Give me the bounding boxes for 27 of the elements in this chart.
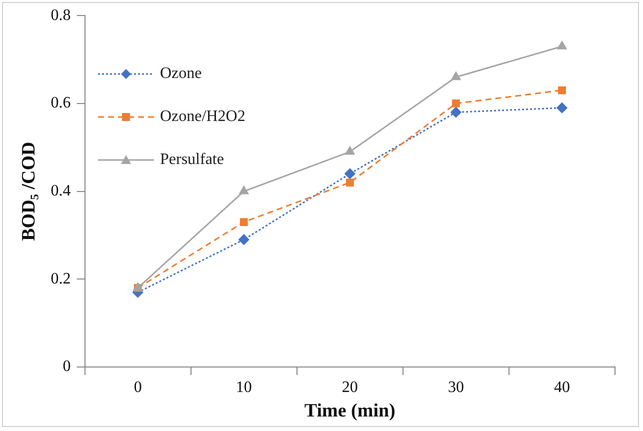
legend-label: Ozone (160, 64, 202, 82)
y-tick-label: 0 (62, 358, 71, 376)
point (557, 41, 567, 50)
x-tick-label: 0 (134, 378, 142, 396)
point (344, 168, 356, 179)
legend-label: Persulfate (160, 150, 224, 168)
x-axis-title: Time (min) (304, 400, 396, 422)
y-tick-label: 0.2 (50, 270, 71, 288)
point (345, 146, 355, 155)
point (240, 218, 248, 226)
x-tick-label: 40 (554, 378, 570, 396)
legend-label: Ozone/H2O2 (160, 108, 246, 126)
point (346, 178, 354, 186)
point (452, 100, 460, 108)
point (556, 102, 568, 114)
point (451, 72, 461, 80)
y-axis-title: BOD₅ /COD (18, 142, 40, 241)
x-tick-label: 10 (236, 378, 252, 396)
x-tick-label: 20 (342, 378, 358, 396)
y-tick-label: 0.8 (50, 6, 71, 24)
point (239, 186, 249, 194)
point (450, 106, 462, 118)
y-tick-label: 0.4 (50, 182, 71, 200)
point (558, 86, 566, 94)
x-tick-label: 30 (448, 378, 464, 396)
y-tick-label: 0.6 (50, 94, 71, 112)
point (238, 234, 250, 245)
